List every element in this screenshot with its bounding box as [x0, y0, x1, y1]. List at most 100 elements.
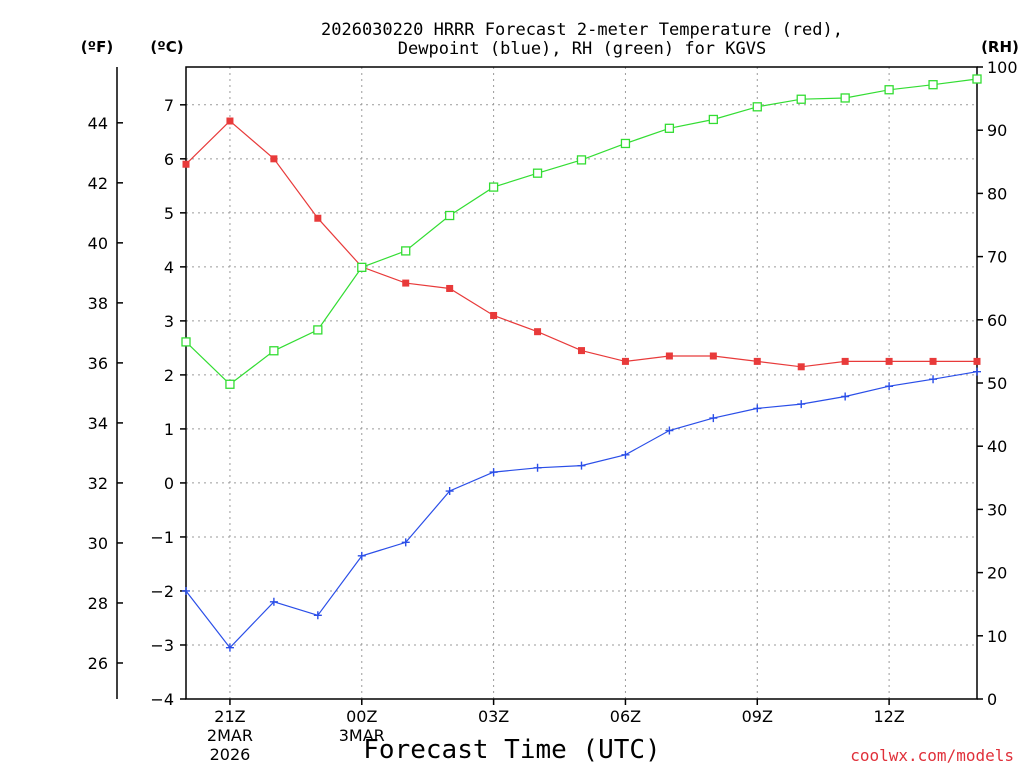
- rh-point: [401, 246, 411, 256]
- rh-tick-label: 60: [987, 311, 1007, 330]
- fahrenheit-tick-label: 30: [88, 534, 108, 553]
- dewpoint-point: [533, 463, 542, 472]
- 2-meter-temperature-point: [270, 155, 278, 163]
- rh-point: [752, 102, 762, 112]
- rh-point: [928, 80, 938, 90]
- fahrenheit-tick-label: 38: [88, 294, 108, 313]
- time-tick-label: 2MAR: [207, 726, 253, 745]
- celsius-tick-label: 4: [164, 258, 174, 277]
- dewpoint-point: [665, 426, 674, 435]
- fahrenheit-unit-label: (ºF): [81, 38, 113, 56]
- credit-link[interactable]: coolwx.com/models: [850, 746, 1014, 765]
- fahrenheit-tick-label: 26: [88, 654, 108, 673]
- rh-tick-label: 10: [987, 627, 1007, 646]
- 2-meter-temperature-point: [709, 352, 717, 360]
- rh-tick-label: 50: [987, 374, 1007, 393]
- rh-point: [972, 74, 982, 84]
- chart-title-line-2: Dewpoint (blue), RH (green) for KGVS: [398, 39, 766, 59]
- dewpoint-point: [841, 392, 850, 401]
- 2-meter-temperature-point: [446, 284, 454, 292]
- dewpoint-point: [357, 551, 366, 560]
- celsius-tick-label: 7: [164, 96, 174, 115]
- rh-point: [269, 346, 279, 356]
- celsius-tick-label: −4: [150, 690, 174, 709]
- fahrenheit-tick-label: 28: [88, 594, 108, 613]
- 2-meter-temperature-point: [534, 328, 542, 336]
- chart-title: 2026030220 HRRR Forecast 2-meter Tempera…: [321, 20, 843, 59]
- rh-point: [532, 168, 543, 178]
- dewpoint-point: [621, 450, 630, 459]
- 2-meter-temperature-point: [797, 363, 805, 371]
- fahrenheit-axis: 26 28 30 32 34 36 38 40 42 44: [88, 114, 123, 673]
- time-tick-label: 03Z: [478, 707, 509, 726]
- 2-meter-temperature-point: [182, 160, 190, 168]
- fahrenheit-tick-label: 44: [88, 114, 108, 133]
- rh-point: [664, 123, 675, 133]
- celsius-tick-label: 0: [164, 474, 174, 493]
- dewpoint-point: [313, 611, 322, 620]
- 2-meter-temperature-point: [929, 357, 937, 365]
- rh-tick-label: 80: [987, 184, 1007, 203]
- rh-point: [225, 379, 235, 389]
- time-tick-label: 00Z: [346, 707, 377, 726]
- rh-point: [181, 337, 191, 347]
- fahrenheit-tick-label: 32: [88, 474, 108, 493]
- dewpoint-point: [709, 414, 718, 423]
- dewpoint-point: [182, 586, 190, 595]
- rh-tick-label: 0: [987, 690, 997, 709]
- dewpoint-line: [185, 371, 978, 649]
- rh-point: [576, 155, 587, 165]
- celsius-tick-label: 6: [164, 150, 174, 169]
- rh-point: [796, 94, 806, 104]
- 2-meter-temperature-point: [665, 352, 673, 360]
- rh-tick-label: 30: [987, 500, 1007, 519]
- celsius-tick-label: 2: [164, 366, 174, 385]
- fahrenheit-tick-label: 34: [88, 414, 108, 433]
- rh-point: [488, 182, 499, 192]
- celsius-tick-label: −2: [150, 582, 174, 601]
- rh-axis: 0 10 20 30 40 50 60 70 80 90 100: [977, 58, 1018, 709]
- celsius-tick-label: 1: [164, 420, 174, 439]
- dewpoint-point: [929, 375, 938, 384]
- rh-tick-label: 100: [987, 58, 1018, 77]
- time-tick-label: 21Z: [214, 707, 245, 726]
- celsius-tick-label: −3: [150, 636, 174, 655]
- 2-meter-temperature-point: [314, 214, 322, 222]
- chart-title-line-1: 2026030220 HRRR Forecast 2-meter Tempera…: [321, 20, 843, 40]
- time-tick-label: 3MAR: [339, 726, 385, 745]
- data-series: [181, 74, 982, 652]
- dewpoint-point: [269, 597, 278, 606]
- rh-tick-label: 20: [987, 564, 1007, 583]
- rh-tick-label: 70: [987, 248, 1007, 267]
- celsius-axis: −4 −3 −2 −1 0 1 2 3 4 5 6 7: [150, 96, 186, 709]
- 2-meter-temperature-point: [841, 357, 849, 365]
- 2-meter-temperature-point: [578, 347, 585, 355]
- rh-point: [884, 85, 894, 95]
- celsius-tick-label: 5: [164, 204, 174, 223]
- dewpoint-point: [401, 538, 410, 547]
- rh-point: [445, 210, 455, 221]
- dewpoint-point: [973, 367, 981, 376]
- dewpoint-point: [577, 461, 586, 470]
- rh-point: [840, 93, 850, 103]
- dewpoint-point: [489, 468, 498, 477]
- rh-unit-label: (RH): [981, 38, 1019, 56]
- dewpoint-point: [885, 382, 894, 391]
- 2-meter-temperature-point: [621, 357, 629, 365]
- celsius-unit-label: (ºC): [150, 38, 183, 56]
- celsius-tick-label: −1: [150, 528, 174, 547]
- dewpoint-point: [225, 643, 234, 652]
- rh-point: [313, 325, 323, 335]
- celsius-tick-label: 3: [164, 312, 174, 331]
- fahrenheit-tick-label: 36: [88, 354, 108, 373]
- dewpoint-point: [445, 487, 454, 496]
- rh-tick-label: 40: [987, 437, 1007, 456]
- 2-meter-temperature-point: [973, 357, 981, 365]
- rh-point: [357, 262, 367, 272]
- fahrenheit-tick-label: 40: [88, 234, 108, 253]
- time-tick-label: 09Z: [742, 707, 773, 726]
- x-axis-label: Forecast Time (UTC): [363, 735, 660, 765]
- 2-meter-temperature-point: [753, 357, 761, 365]
